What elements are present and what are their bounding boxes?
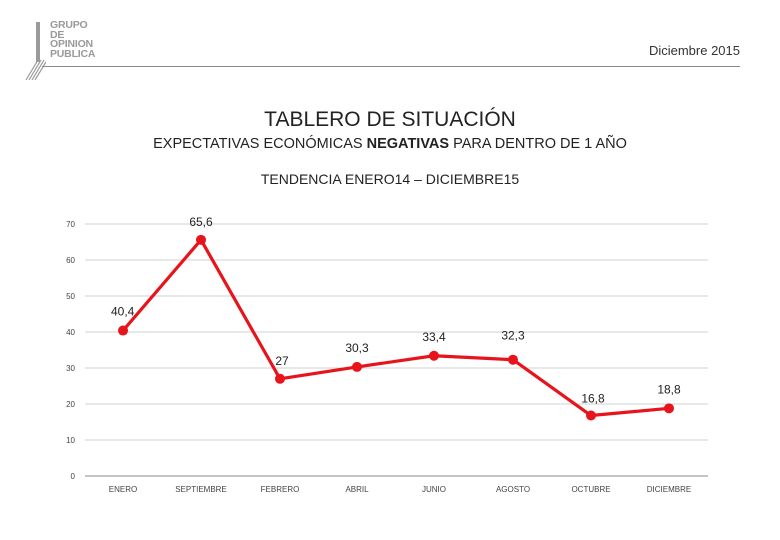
y-tick-label: 60 bbox=[66, 256, 75, 265]
data-label: 18,8 bbox=[657, 382, 681, 396]
logo-line: PUBLICA bbox=[50, 47, 96, 60]
data-point bbox=[118, 325, 128, 336]
data-point bbox=[196, 234, 206, 245]
x-tick-label: SEPTIEMBRE bbox=[175, 485, 227, 494]
data-point bbox=[508, 354, 518, 365]
data-label: 16,8 bbox=[581, 392, 605, 406]
y-tick-label: 70 bbox=[66, 220, 75, 229]
data-point bbox=[664, 403, 674, 414]
data-point bbox=[275, 373, 285, 384]
x-tick-label: ENERO bbox=[109, 485, 137, 494]
data-point bbox=[429, 350, 439, 361]
x-tick-label: JUNIO bbox=[422, 485, 446, 494]
header-date: Diciembre 2015 bbox=[648, 43, 740, 58]
data-label: 40,4 bbox=[111, 305, 135, 319]
logo-line: GRUPO bbox=[50, 19, 88, 31]
data-label: 32,3 bbox=[501, 329, 525, 343]
x-tick-label: FEBRERO bbox=[261, 485, 300, 494]
data-point bbox=[586, 410, 596, 421]
logo-line: OPINION bbox=[50, 38, 93, 50]
subtitle-text-end: PARA DENTRO DE 1 AÑO bbox=[449, 136, 627, 152]
x-tick-label: AGOSTO bbox=[496, 485, 530, 494]
trend-label: TENDENCIA ENERO14 – DICIEMBRE15 bbox=[260, 171, 520, 187]
y-tick-label: 10 bbox=[66, 436, 75, 445]
logo-icon bbox=[25, 22, 46, 80]
series-line bbox=[121, 238, 670, 418]
x-tick-label: DICIEMBRE bbox=[647, 485, 691, 494]
data-label: 65,6 bbox=[189, 215, 213, 229]
y-tick-label: 20 bbox=[66, 400, 75, 409]
subtitle-text: EXPECTATIVAS ECONÓMICAS bbox=[153, 136, 367, 152]
logo-text: GRUPO DE OPINION PUBLICA bbox=[50, 19, 130, 60]
data-point bbox=[352, 361, 362, 372]
x-tick-label: ABRIL bbox=[345, 485, 369, 494]
logo-line: DE bbox=[50, 28, 65, 41]
y-tick-label: 50 bbox=[66, 292, 75, 301]
data-label: 33,4 bbox=[422, 330, 446, 344]
y-tick-label: 0 bbox=[71, 472, 76, 481]
header-divider bbox=[42, 66, 740, 67]
y-tick-label: 40 bbox=[66, 328, 75, 337]
x-tick-label: OCTUBRE bbox=[571, 485, 610, 494]
data-label: 30,3 bbox=[345, 341, 369, 355]
page-subtitle: EXPECTATIVAS ECONÓMICAS NEGATIVAS PARA D… bbox=[0, 136, 780, 152]
page-title: TABLERO DE SITUACIÓN bbox=[264, 108, 516, 131]
y-tick-label: 30 bbox=[66, 364, 75, 373]
subtitle-emphasis: NEGATIVAS bbox=[366, 136, 450, 152]
data-label: 27 bbox=[275, 354, 289, 368]
